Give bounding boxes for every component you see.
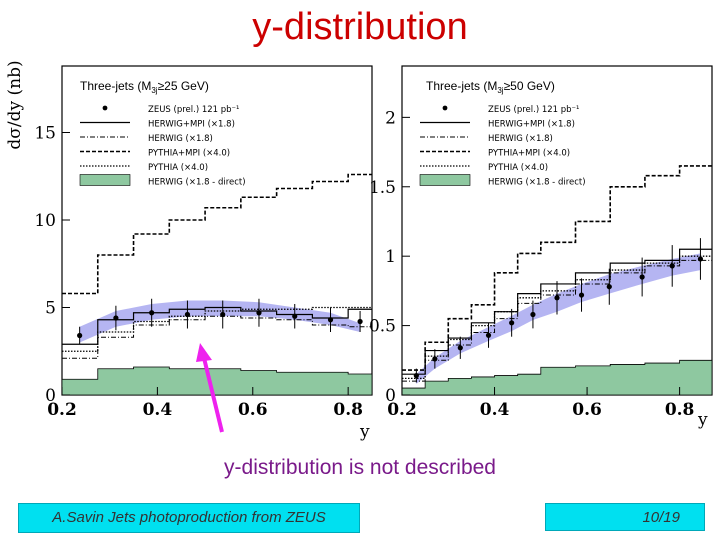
legend-label: ZEUS (prel.) 121 pb⁻¹ xyxy=(488,105,579,115)
panel-title-main: Three-jets (M xyxy=(426,79,497,93)
x-tick-label: 0.2 xyxy=(47,400,77,420)
legend-label: HERWIG+MPI (×1.8) xyxy=(488,120,575,130)
y-tick-label: 5 xyxy=(45,299,56,319)
x-tick-label: 0.4 xyxy=(480,400,510,420)
legend-label: HERWIG (×1.8 - direct) xyxy=(148,178,246,188)
series-dotted xyxy=(62,306,372,352)
data-point xyxy=(639,274,645,280)
x-tick-label: 0.6 xyxy=(572,400,602,420)
x-tick-label: 0.2 xyxy=(387,400,417,420)
y-tick-label: 0.5 xyxy=(369,317,396,337)
legend-label: PYTHIA (×4.0) xyxy=(488,163,548,173)
x-tick-label: 0.8 xyxy=(665,400,695,420)
legend-label: HERWIG+MPI (×1.8) xyxy=(148,120,235,130)
legend-marker-data xyxy=(442,105,448,111)
nlo-band xyxy=(416,253,701,384)
data-point xyxy=(184,311,191,318)
data-point xyxy=(457,345,463,351)
y-tick-label: 1 xyxy=(385,247,396,267)
panel-right: 0.2 0.4 0.6 0.8 0 0.5 1 1.5 2 y Three-jets (M3j≥50… xyxy=(369,65,713,430)
data-point xyxy=(113,315,119,321)
data-point xyxy=(697,256,704,262)
panel-title-rest: ≥50 GeV) xyxy=(504,79,555,93)
annotation-arrow xyxy=(196,343,224,433)
data-point xyxy=(256,310,262,316)
data-point xyxy=(606,284,612,290)
data-point xyxy=(530,311,536,318)
series-solid xyxy=(402,248,712,375)
data-point xyxy=(432,356,438,362)
data-point xyxy=(485,332,492,338)
data-point xyxy=(509,320,515,326)
panel-title-rest: ≥25 GeV) xyxy=(158,79,209,93)
panel-title-main: Three-jets (M xyxy=(80,79,151,93)
data-point xyxy=(220,311,226,318)
legend-label: PYTHIA+MPI (×4.0) xyxy=(488,149,570,159)
x-tick-label: 0.4 xyxy=(143,400,173,420)
direct-histogram xyxy=(61,366,373,396)
legend-label: ZEUS (prel.) 121 pb⁻¹ xyxy=(148,105,239,115)
x-axis-label: y xyxy=(697,410,708,430)
data-point xyxy=(292,313,298,319)
series-dotted xyxy=(402,255,712,379)
legend-label: PYTHIA+MPI (×4.0) xyxy=(148,149,230,159)
y-axis-label: dσ/dy (nb) xyxy=(5,60,25,149)
data-point xyxy=(77,332,83,339)
x-axis-label: y xyxy=(359,422,370,442)
data-point xyxy=(413,372,419,379)
panel-title: Three-jets (M3j≥50 GeV) xyxy=(426,79,555,95)
legend-swatch-direct xyxy=(419,174,471,186)
y-tick-label: 0 xyxy=(45,386,56,406)
plot-frame xyxy=(61,65,373,396)
y-tick-label: 1.5 xyxy=(369,178,396,198)
series-dashed xyxy=(402,165,712,371)
legend-swatch-direct xyxy=(79,174,131,186)
data-point xyxy=(327,317,334,323)
x-tick-label: 0.6 xyxy=(238,400,268,420)
series-dashed xyxy=(62,173,372,295)
footer-page-number: 10/19 xyxy=(545,503,705,531)
slide-caption: y-distribution is not described xyxy=(224,456,496,479)
panel-title-sub: 3j xyxy=(497,86,503,95)
data-point xyxy=(578,292,585,298)
footer-author: A.Savin Jets photoproduction from ZEUS xyxy=(18,503,360,533)
direct-histogram xyxy=(401,359,713,396)
y-tick-label: 2 xyxy=(385,108,396,128)
legend-label: HERWIG (×1.8) xyxy=(488,134,553,144)
data-point xyxy=(149,310,155,316)
slide-title: y-distribution xyxy=(252,6,468,48)
legend-label: HERWIG (×1.8) xyxy=(148,134,213,144)
legend-marker-data xyxy=(102,105,108,111)
panel-title: Three-jets (M3j≥25 GeV) xyxy=(80,79,209,95)
x-tick-label: 0.8 xyxy=(333,400,363,420)
y-tick-label: 0 xyxy=(385,386,396,406)
nlo-band xyxy=(79,300,361,343)
data-point xyxy=(669,263,675,269)
panel-title-sub: 3j xyxy=(151,86,157,95)
y-tick-label: 10 xyxy=(34,211,56,231)
y-tick-label: 15 xyxy=(34,124,56,144)
data-point xyxy=(554,295,560,301)
data-point xyxy=(357,318,363,325)
panel-left: 0.2 0.4 0.6 0.8 0 5 10 15 y Three-jets (M3j≥25 Ge… xyxy=(34,65,373,442)
legend-label: HERWIG (×1.8 - direct) xyxy=(488,178,586,188)
legend-label: PYTHIA (×4.0) xyxy=(148,163,208,173)
